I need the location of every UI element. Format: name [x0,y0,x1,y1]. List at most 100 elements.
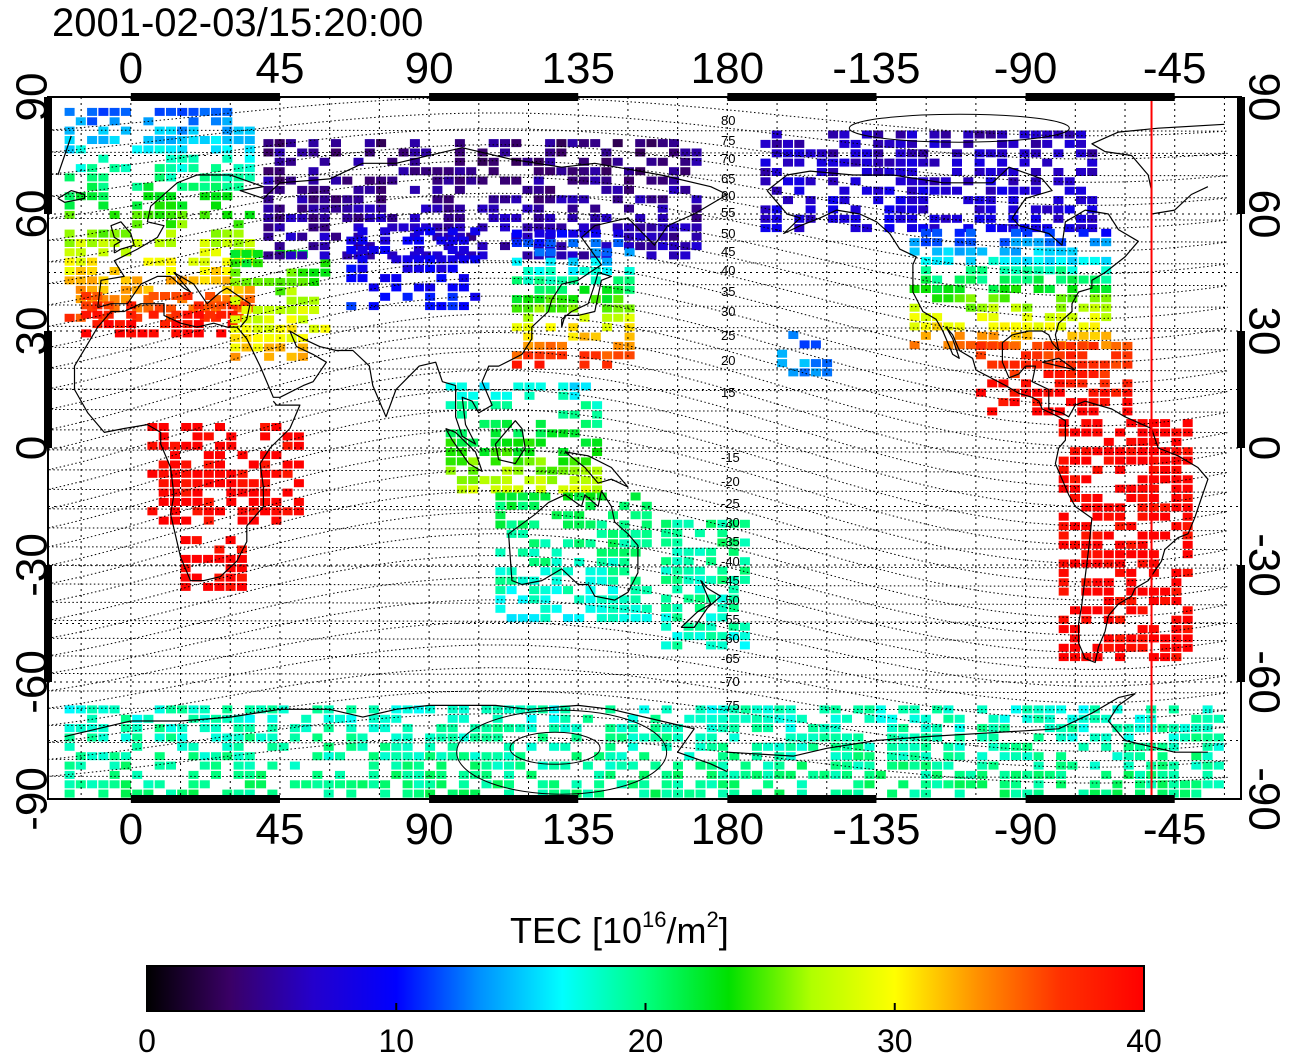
tec-cell [447,246,458,254]
tec-cell [529,548,540,557]
tec-cell [549,789,560,798]
tec-cell [1033,275,1044,284]
tec-cell [850,139,861,148]
contour-label: 20 [721,353,735,368]
tec-cell [180,582,191,591]
tec-cell [517,501,528,510]
tec-cell [120,229,131,238]
tec-cell [166,220,176,229]
tec-cell [619,558,630,566]
tec-cell [718,714,729,723]
tec-cell [683,622,694,631]
tec-cell [380,246,391,254]
top-lon-tick-label: -90 [994,44,1058,93]
tec-cell [1053,205,1064,214]
tec-cell [413,761,424,770]
tec-cell [669,148,679,157]
tec-cell [188,705,199,714]
tec-cell [717,632,728,641]
tec-cell [98,752,109,761]
tec-cell [504,780,514,789]
tec-cell [282,488,293,497]
tec-cell [263,139,274,148]
frame-bar [1237,331,1245,448]
tec-cell [533,214,544,222]
tec-cell [1137,447,1148,456]
tec-cell [1160,456,1171,465]
tec-cell [601,176,612,185]
tec-cell [557,341,567,350]
tec-cell [963,177,974,186]
tec-cell [64,173,75,182]
tec-cell [1042,158,1053,167]
tec-cell [537,780,548,789]
tec-cell [222,285,233,294]
tec-cell [1066,351,1076,360]
tec-cell [513,429,524,438]
tec-cell [918,186,929,195]
tec-cell [319,214,330,222]
tec-cell [785,724,796,733]
tec-cell [529,614,540,623]
tec-cell [602,295,613,304]
tec-cell [1171,634,1182,643]
tec-cell [830,714,841,723]
right-lat-tick-label: 60 [1240,190,1289,239]
tec-cell [211,761,221,770]
tec-cell [364,204,375,213]
tec-cell [1022,238,1033,247]
tec-cell [977,266,988,275]
tec-cell [1058,540,1069,549]
tec-cell [1092,587,1103,596]
tec-cell [1067,313,1078,322]
tec-cell [443,204,454,213]
tec-cell [203,507,214,516]
tec-cell [1064,186,1075,195]
tec-cell [567,139,578,148]
tec-cell [114,320,125,329]
tec-cell [98,313,109,322]
tec-cell [909,761,920,770]
tec-cell [608,567,618,576]
tec-cell [1011,770,1021,779]
tec-cell [191,573,202,582]
tec-cell [98,126,109,135]
tec-cell [545,257,556,266]
tec-cell [199,276,210,285]
tec-cell [718,752,729,761]
tec-cell [534,360,545,369]
tec-cell [545,229,556,238]
tec-cell [398,223,409,232]
tec-cell [1021,379,1031,388]
tec-cell [1148,625,1159,634]
tec-cell [495,501,506,510]
tec-cell [1103,531,1114,540]
frame-bar [429,795,579,803]
tec-cell [357,780,368,789]
tec-cell [470,770,481,779]
tec-cell [1008,177,1019,186]
tec-cell [166,173,176,182]
tec-cell [1103,503,1114,512]
tec-cell [929,214,940,223]
tec-cell [545,267,556,275]
tec-cell [608,586,618,595]
tec-cell [517,548,528,557]
tec-cell [646,251,657,260]
tec-cell [236,545,247,554]
tec-cell [346,789,357,798]
tec-cell [282,507,293,516]
tec-cell [590,176,601,185]
tec-cell [1053,196,1064,205]
tec-cell [657,195,668,204]
tec-cell [1101,770,1112,779]
tec-cell [271,469,282,478]
colorbar-tick-label: 40 [1126,1023,1162,1057]
tec-cell [774,705,785,714]
tec-cell [534,267,545,275]
tec-cell [445,438,456,447]
tec-cell [511,239,522,247]
tec-cell [211,267,221,275]
tec-cell [819,733,830,742]
tec-cell [612,195,623,204]
